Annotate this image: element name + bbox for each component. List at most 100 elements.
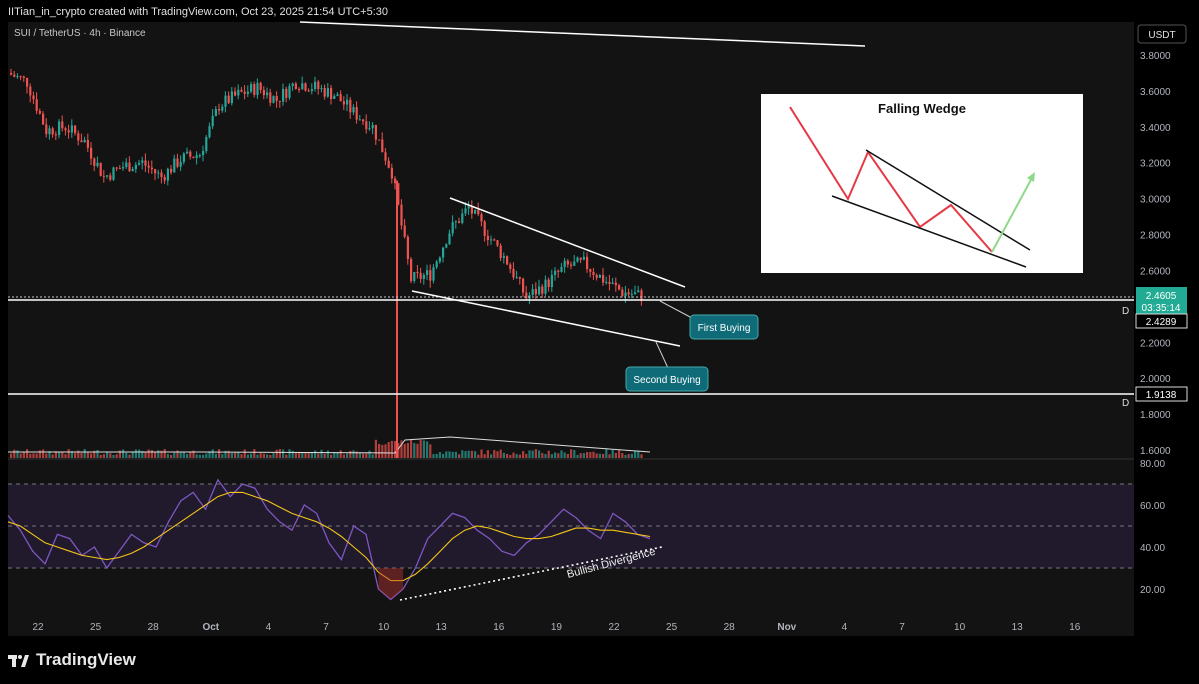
candle-body [298, 88, 301, 90]
candle-body [451, 222, 454, 234]
candle-body [16, 76, 19, 78]
candle-body [333, 95, 336, 100]
candle-body [304, 83, 307, 91]
volume-bar [365, 453, 368, 458]
price-axis[interactable]: 3.8000 3.6000 3.4000 3.2000 3.0000 2.8000 2.60… [1140, 51, 1171, 457]
candle-body [160, 172, 163, 178]
candle-body [387, 160, 390, 168]
candle-body [67, 130, 70, 133]
volume-bar [285, 454, 288, 458]
volume-bar [557, 453, 560, 458]
wedge-lower-line[interactable] [411, 290, 681, 347]
candle-body [554, 270, 557, 275]
volume-bar [230, 452, 233, 458]
falling-wedge-inset[interactable]: Falling Wedge [761, 94, 1083, 273]
candle-body [243, 91, 246, 94]
candle-body [461, 213, 464, 223]
volume-bar [10, 453, 13, 458]
candle-body [288, 86, 291, 98]
volume-bar [371, 454, 374, 458]
volume-bar [64, 454, 67, 458]
volume-bar [112, 454, 115, 458]
volume-bar [483, 454, 486, 458]
volume-bar [592, 451, 595, 458]
rsi-line [7, 478, 651, 601]
wedge-upper-line[interactable] [449, 197, 686, 288]
candle-body [272, 96, 275, 103]
volume-bar [598, 453, 601, 458]
price-tick-label: 1.8000 [1140, 410, 1171, 421]
volume-bar [413, 443, 416, 458]
candle-body [374, 124, 377, 140]
volume-bar [202, 454, 205, 458]
price-tick-label: 1.6000 [1140, 446, 1171, 457]
candle-body [237, 89, 240, 96]
candle-body [51, 128, 54, 135]
volume-bar [314, 450, 317, 458]
volume-bar [387, 442, 390, 458]
time-tick-label: 25 [666, 622, 678, 633]
currency-button[interactable] [1137, 24, 1187, 44]
tradingview-logo-icon [8, 653, 30, 667]
volume-bar [595, 453, 598, 458]
volume-bar [58, 452, 61, 458]
volume-bar [323, 453, 326, 458]
volume-bar [269, 454, 272, 458]
volume-bar [147, 449, 150, 458]
candle-body [275, 96, 278, 101]
candle-body [512, 268, 515, 278]
volume-bar [19, 453, 22, 458]
candle-body [211, 115, 214, 127]
volume-bar [522, 451, 525, 458]
volume-bar [637, 451, 640, 458]
candle-body [282, 88, 285, 102]
volume-bar [634, 451, 637, 458]
tradingview-brand[interactable]: TradingView [8, 650, 136, 670]
candle-body [598, 275, 601, 278]
volume-bar [288, 449, 291, 458]
candle-body [390, 167, 393, 179]
long-trendline[interactable] [299, 21, 866, 47]
volume-bar [346, 453, 349, 458]
candle-body [189, 151, 192, 157]
candle-body [371, 124, 374, 129]
volume-bar [490, 454, 493, 458]
volume-bar [205, 453, 208, 458]
rsi-axis[interactable]: 80.00 60.00 40.00 20.00 [1140, 459, 1165, 596]
candle-body [349, 99, 352, 113]
candle-body [45, 124, 48, 135]
time-tick-label: 13 [436, 622, 448, 633]
volume-bar [429, 444, 432, 458]
volume-bar [515, 454, 518, 458]
candle-body [170, 168, 173, 173]
first-buying-callout[interactable] [689, 314, 759, 340]
candle-body [515, 277, 518, 279]
time-axis[interactable]: 22 25 28 Oct 4 7 10 13 16 19 22 25 28 Nov 4 7 10 13 16 [32, 622, 1080, 633]
volume-bar [419, 440, 422, 458]
volume-bar [422, 440, 425, 458]
candle-body [525, 292, 528, 299]
second-buying-callout[interactable] [625, 366, 709, 392]
candle-body [486, 235, 489, 241]
volume-bar [406, 442, 409, 458]
volume-bar [141, 450, 144, 458]
volume-bar [502, 452, 505, 458]
volume-bar [352, 450, 355, 458]
candle-body [307, 90, 310, 92]
volume-bar [61, 452, 64, 458]
volume-bar [384, 444, 387, 458]
level-1-value: 2.4289 [1146, 317, 1177, 328]
candle-body [496, 240, 499, 246]
volume-bar [42, 449, 45, 458]
candle-body [234, 91, 237, 96]
time-tick-label: 10 [954, 622, 966, 633]
candle-body [138, 162, 141, 165]
volume-bar [160, 450, 163, 458]
volume-bar [227, 450, 230, 458]
candle-body [294, 83, 297, 89]
volume-bar [234, 452, 237, 458]
price-tick-label: 3.8000 [1140, 51, 1171, 62]
volume-bar [70, 451, 73, 458]
volume-bar [272, 453, 275, 458]
